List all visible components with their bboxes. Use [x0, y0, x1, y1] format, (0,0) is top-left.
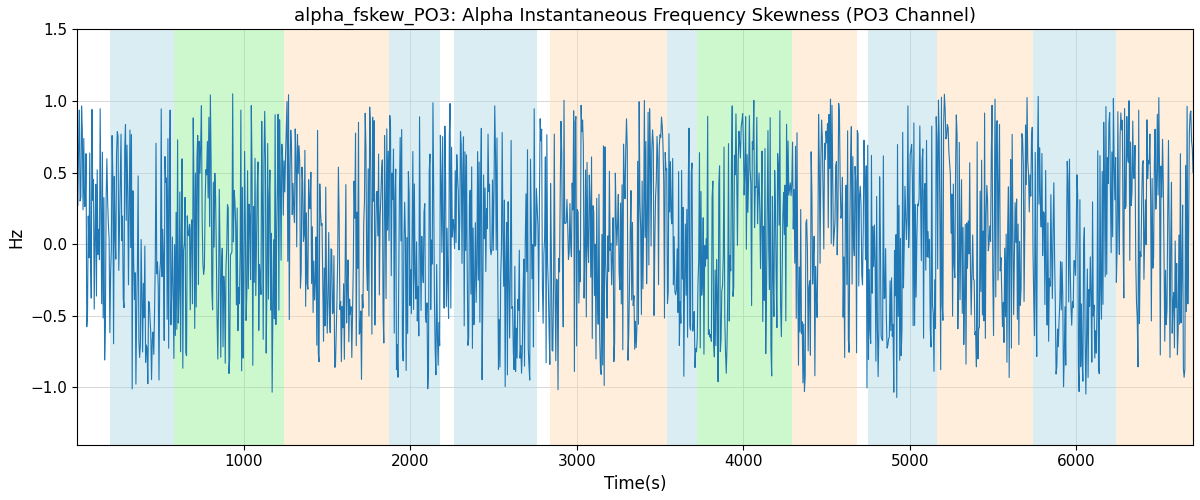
Bar [792, 30, 857, 445]
Bar [174, 30, 283, 445]
Bar [1033, 30, 1116, 445]
Bar [869, 30, 936, 445]
Bar [1116, 30, 1193, 445]
Bar [667, 30, 697, 445]
Bar [936, 30, 1033, 445]
Y-axis label: Hz: Hz [7, 226, 25, 248]
Bar [697, 30, 792, 445]
X-axis label: Time(s): Time(s) [604, 475, 666, 493]
Bar [550, 30, 667, 445]
Title: alpha_fskew_PO3: Alpha Instantaneous Frequency Skewness (PO3 Channel): alpha_fskew_PO3: Alpha Instantaneous Fre… [294, 7, 976, 25]
Bar [454, 30, 536, 445]
Bar [283, 30, 389, 445]
Bar [110, 30, 174, 445]
Bar [389, 30, 440, 445]
